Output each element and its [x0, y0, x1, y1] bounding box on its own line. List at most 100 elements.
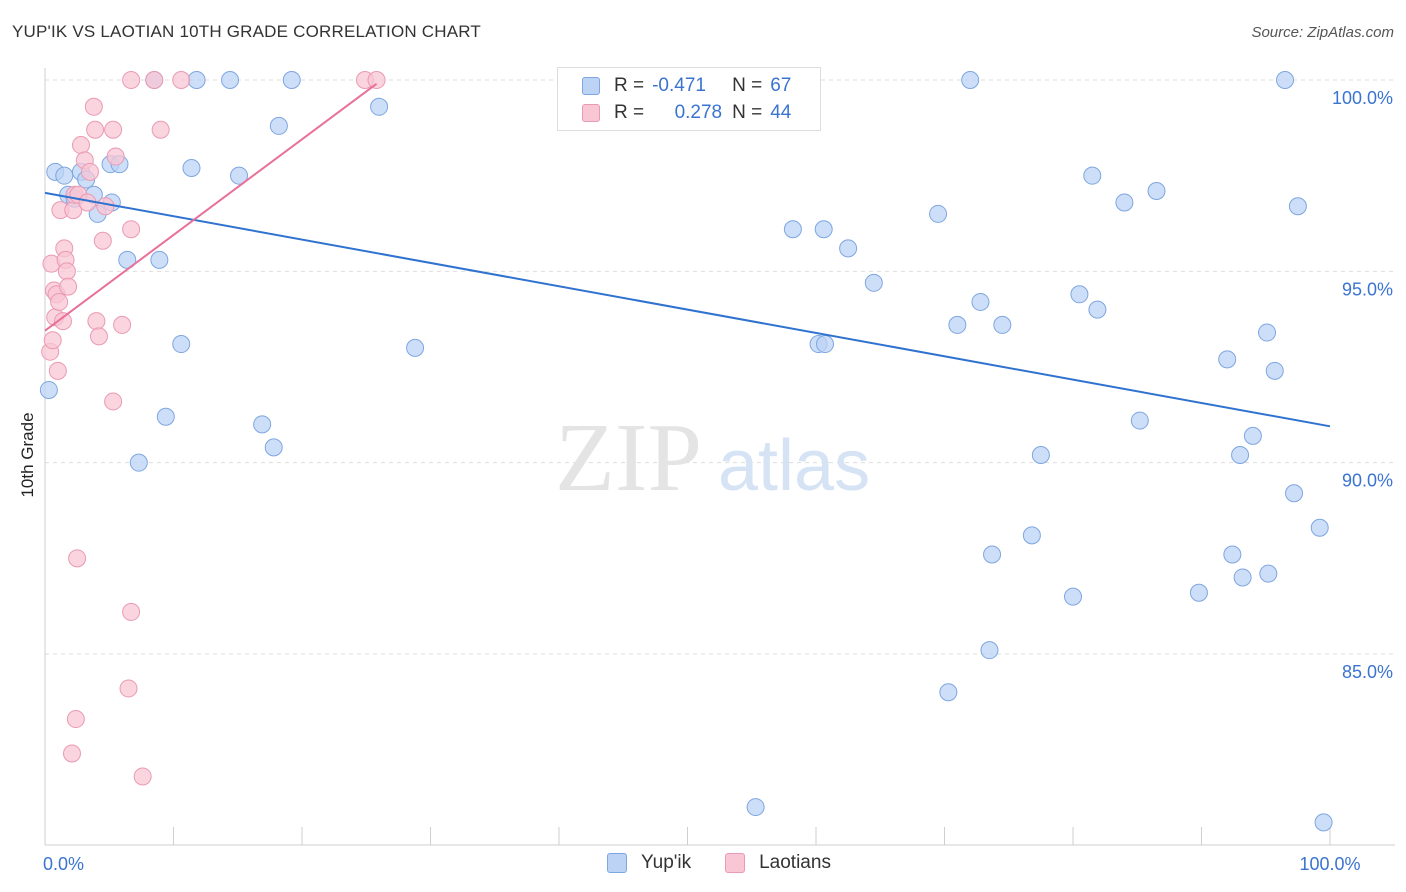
laotians-point	[122, 220, 141, 239]
legend-r-value: -0.471	[652, 75, 706, 96]
laotians-point	[96, 197, 115, 216]
laotians-point	[48, 361, 67, 380]
yupik-point	[269, 116, 288, 135]
watermark: ZIP atlas	[555, 404, 870, 512]
laotians-point	[172, 71, 191, 89]
yupik-point	[1189, 583, 1208, 602]
yupik-point	[971, 292, 990, 311]
laotians-point	[106, 147, 125, 166]
yupik-point	[129, 453, 148, 472]
yupik-point	[406, 338, 425, 357]
yupik-point	[1276, 71, 1295, 89]
yupik-point	[370, 97, 389, 116]
yupik-trend-line	[44, 191, 1331, 428]
laotians-point	[87, 312, 106, 331]
bottom-legend-laotians[interactable]: Laotians	[725, 852, 831, 874]
yupik-point	[993, 315, 1012, 334]
yupik-point	[961, 71, 980, 89]
laotians-point	[104, 120, 123, 139]
yupik-point	[1083, 166, 1102, 185]
legend-n-label: N =	[732, 102, 763, 123]
laotians-point	[145, 71, 164, 89]
legend-r-label: R =	[614, 102, 645, 123]
laotians-trend-line	[44, 83, 378, 332]
x-tick-label: 0.0%	[43, 854, 84, 874]
watermark-atlas: atlas	[718, 426, 870, 506]
legend-swatch-laotians	[582, 104, 600, 122]
legend-n-value: 67	[770, 75, 792, 96]
yupik-point	[1223, 545, 1242, 564]
yupik-point	[182, 159, 201, 178]
yupik-point	[221, 71, 240, 89]
legend-row-yupik: R = -0.471 N = 67	[582, 74, 791, 98]
yupik-point	[253, 415, 272, 434]
yupik-point	[1314, 813, 1333, 832]
bottom-legend-yupik[interactable]: Yup'ik	[607, 852, 691, 874]
laotians-point	[62, 744, 81, 763]
watermark-zip: ZIP	[555, 404, 702, 512]
yupik-point	[1231, 446, 1250, 465]
yupik-point	[230, 166, 249, 185]
yupik-point	[1285, 484, 1304, 503]
bottom-legend: Yup'ik Laotians	[607, 852, 865, 874]
yupik-point	[150, 250, 169, 269]
yupik-point	[948, 315, 967, 334]
laotians-point	[89, 327, 108, 346]
yupik-point	[839, 239, 858, 258]
laotians-point	[71, 136, 90, 155]
laotians-point	[113, 315, 132, 334]
yupik-point	[187, 71, 206, 89]
laotians-point	[104, 392, 123, 411]
yupik-point	[1310, 518, 1329, 537]
laotians-point	[43, 331, 62, 350]
laotians-point	[93, 231, 112, 250]
yupik-point	[1070, 285, 1089, 304]
yupik-point	[1130, 411, 1149, 430]
yupik-point	[1031, 446, 1050, 465]
yupik-point	[264, 438, 283, 457]
yupik-point	[1218, 350, 1237, 369]
y-tick-label: 95.0%	[1342, 279, 1393, 299]
yupik-point	[815, 335, 834, 354]
source-label: Source: ZipAtlas.com	[1251, 24, 1394, 41]
legend-swatch-yupik	[582, 77, 600, 95]
bottom-legend-swatch-laotians	[725, 853, 746, 873]
gridlines	[45, 79, 1395, 655]
yupik-point	[55, 166, 74, 185]
yupik-point	[939, 683, 958, 702]
y-tick-label: 90.0%	[1342, 471, 1393, 491]
yupik-point	[1265, 361, 1284, 380]
legend-r-label: R =	[614, 75, 645, 96]
y-tick-label: 100.0%	[1332, 88, 1393, 108]
yupik-point	[1233, 568, 1252, 587]
laotians-point	[86, 120, 105, 139]
laotians-point	[50, 292, 69, 311]
yupik-point	[1022, 526, 1041, 545]
laotians-point	[122, 71, 141, 89]
yupik-point	[172, 335, 191, 354]
yupik-point	[929, 204, 948, 223]
axes	[44, 68, 1395, 846]
chart-title: YUP'IK VS LAOTIAN 10TH GRADE CORRELATION…	[12, 22, 482, 41]
points-layer	[39, 71, 1333, 832]
trend-layer	[44, 83, 1331, 428]
legend-n-label: N =	[732, 75, 763, 96]
legend-n-value: 44	[770, 102, 792, 123]
yupik-point	[1288, 197, 1307, 216]
laotians-point	[133, 767, 152, 786]
yupik-point	[1088, 300, 1107, 319]
stats-legend: R = -0.471 N = 67 R = 0.278 N = 44	[557, 67, 821, 131]
laotians-point	[57, 262, 76, 281]
bottom-legend-label-yupik: Yup'ik	[641, 852, 692, 873]
laotians-point	[66, 710, 85, 729]
tick-labels: 85.0% 90.0% 95.0% 100.0% 0.0% 100.0%	[43, 88, 1393, 874]
x-tick-label: 100.0%	[1299, 854, 1360, 874]
bottom-legend-swatch-yupik	[607, 853, 627, 873]
laotians-point	[119, 679, 138, 698]
yupik-point	[282, 71, 301, 89]
yupik-point	[746, 798, 765, 817]
yupik-point	[1115, 193, 1134, 212]
laotians-point	[367, 71, 386, 89]
yupik-point	[980, 641, 999, 660]
